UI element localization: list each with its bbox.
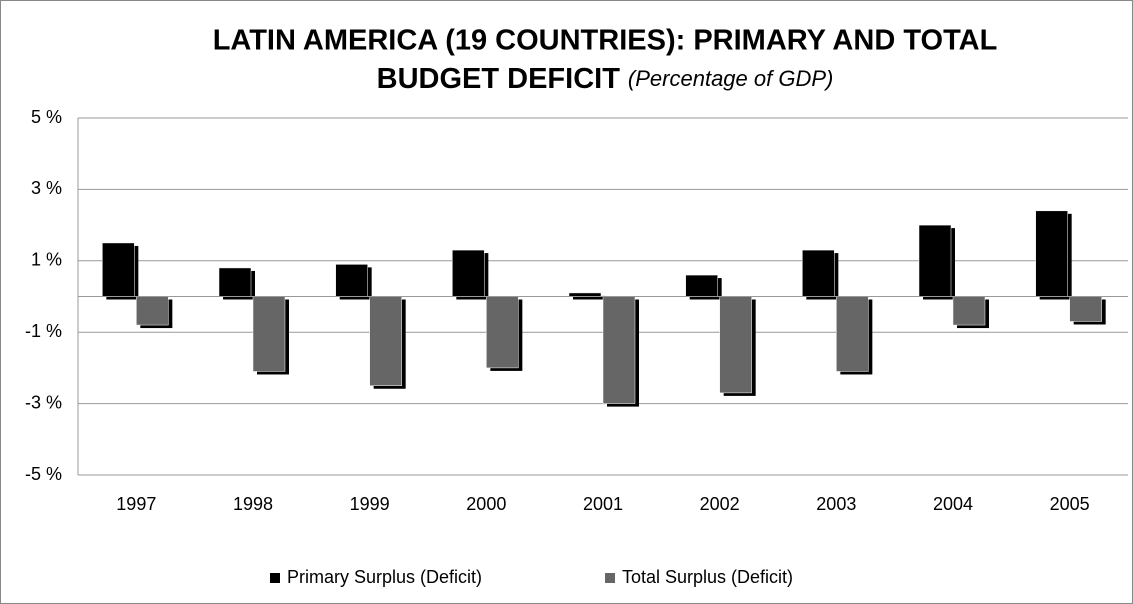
bar-shadow	[573, 295, 605, 300]
bar	[1035, 210, 1068, 297]
y-tick-label: 5 %	[31, 107, 62, 127]
bar	[918, 224, 952, 297]
x-tick-label: 2000	[466, 494, 506, 514]
chart-title: BUDGET DEFICIT	[377, 63, 621, 95]
y-tick-label: 3 %	[31, 178, 62, 198]
x-tick-label: 1999	[350, 494, 390, 514]
legend-swatch	[605, 573, 615, 583]
chart-title: LATIN AMERICA (19 COUNTRIES): PRIMARY AN…	[213, 25, 998, 57]
bar	[836, 296, 869, 372]
bar	[802, 249, 835, 297]
x-tick-label: 2003	[816, 494, 856, 514]
bar	[486, 296, 519, 369]
x-tick-label: 2005	[1050, 494, 1090, 514]
bar	[602, 296, 636, 404]
y-tick-label: -3 %	[25, 392, 62, 412]
legend-swatch	[270, 573, 280, 583]
legend-label: Total Surplus (Deficit)	[622, 567, 793, 587]
chart-subtitle: (Percentage of GDP)	[628, 66, 833, 91]
x-tick-label: 1998	[233, 494, 273, 514]
bar	[719, 296, 752, 394]
chart-title-line: BUDGET DEFICIT (Percentage of GDP)	[377, 63, 834, 95]
bar	[102, 242, 135, 297]
x-tick-label: 1997	[116, 494, 156, 514]
bar	[1069, 296, 1102, 322]
x-tick-label: 2001	[583, 494, 623, 514]
y-tick-label: 1 %	[31, 250, 62, 270]
y-tick-label: -5 %	[25, 464, 62, 484]
bar	[136, 296, 169, 326]
legend-label: Primary Surplus (Deficit)	[287, 567, 482, 587]
bar	[218, 267, 252, 297]
bar	[335, 264, 368, 297]
bar	[568, 292, 602, 297]
bar	[252, 296, 286, 372]
x-tick-label: 2002	[700, 494, 740, 514]
bar	[952, 296, 986, 326]
x-tick-label: 2004	[933, 494, 973, 514]
bar	[369, 296, 402, 386]
bar	[685, 274, 718, 297]
bar	[452, 249, 485, 297]
y-tick-label: -1 %	[25, 321, 62, 341]
